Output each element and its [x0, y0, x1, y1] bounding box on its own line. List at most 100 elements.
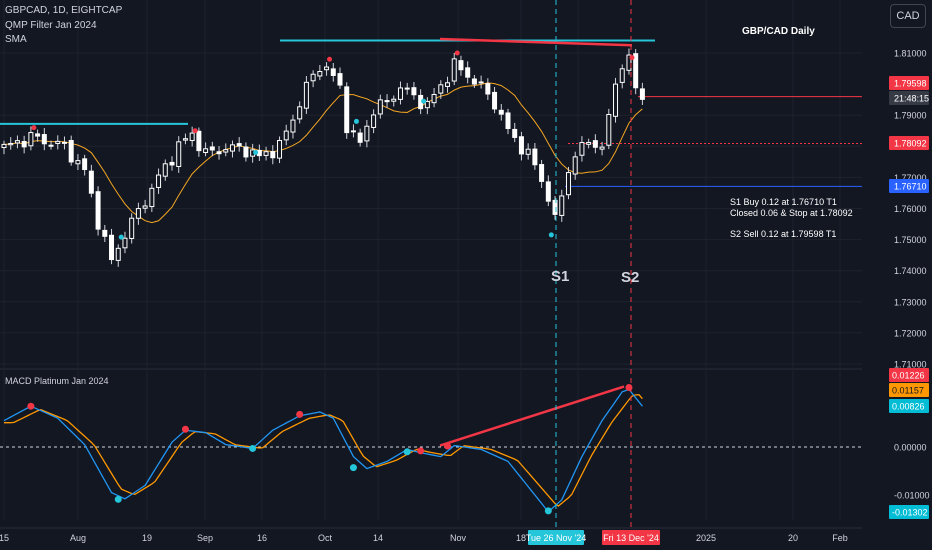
time-tick: 16	[257, 533, 267, 543]
sell-signal-dot	[31, 125, 37, 131]
indicator-sma-label[interactable]: SMA	[5, 34, 27, 45]
price-axis: 1.810001.790001.780001.770001.760001.750…	[889, 49, 930, 519]
candle-up	[122, 237, 128, 249]
candle-up	[61, 141, 67, 144]
macd-cross-down-dot	[27, 402, 35, 410]
price-tick: 1.76000	[894, 204, 927, 214]
candle-up	[579, 142, 585, 156]
candle-down	[82, 158, 88, 171]
candle-up	[223, 149, 229, 153]
candle-up	[572, 156, 578, 175]
signal-dots	[31, 50, 635, 240]
time-tick: 18	[516, 533, 526, 543]
candle-up	[371, 114, 377, 128]
buy-signal-dot	[421, 98, 427, 104]
candle-up	[478, 81, 484, 84]
candle-up	[229, 144, 235, 152]
candle-up	[317, 71, 323, 77]
candle-up	[431, 94, 437, 104]
macd-tag-text: 0.01226	[892, 371, 925, 381]
candle-up	[176, 141, 182, 167]
macd-cross-down-dot	[181, 425, 189, 433]
candles	[1, 48, 645, 267]
candle-up	[397, 87, 403, 100]
candle-up	[391, 98, 397, 102]
candle-down	[216, 151, 222, 155]
candle-down	[88, 170, 94, 194]
price-tick: 1.73000	[894, 297, 927, 307]
macd-cross-down-dot	[444, 442, 452, 450]
candle-up	[149, 187, 155, 208]
candle-up	[445, 82, 451, 87]
price-tick: 1.77000	[894, 173, 927, 183]
candle-down	[41, 134, 47, 145]
time-tick: Sep	[197, 533, 213, 543]
s2-label: S2	[621, 269, 640, 286]
candle-down	[350, 130, 356, 133]
candle-up	[14, 140, 20, 144]
candle-down	[169, 161, 175, 166]
candle-up	[303, 81, 309, 109]
candle-up	[135, 208, 141, 219]
candle-down	[518, 136, 524, 155]
symbol-title: GBPCAD, 1D, EIGHTCAP	[5, 5, 123, 16]
candle-down	[545, 181, 551, 202]
candle-down	[35, 133, 41, 137]
macd-title[interactable]: MACD Platinum Jan 2024	[5, 376, 109, 386]
currency-button[interactable]: CAD	[890, 4, 926, 28]
candle-up	[559, 195, 565, 216]
time-tick: 14	[373, 533, 383, 543]
sma-line	[3, 82, 643, 224]
price-tick: 1.72000	[894, 328, 927, 338]
date-marker-tag	[602, 530, 660, 545]
candle-up	[310, 73, 316, 82]
candle-down	[498, 109, 504, 115]
time-tick: 2025	[696, 533, 716, 543]
macd-tag-text: 0.00826	[892, 402, 925, 412]
price-tick: 1.74000	[894, 266, 927, 276]
candle-up	[48, 144, 54, 147]
bullish-divergence-line	[439, 385, 625, 447]
vertical-markers	[555, 0, 632, 528]
candle-down	[465, 67, 471, 78]
macd-tag	[889, 505, 929, 519]
macd-tag-text: 0.01157	[892, 386, 924, 396]
price-tag-text: 1.79598	[894, 79, 927, 89]
candle-up	[189, 132, 195, 142]
candle-up	[283, 130, 289, 141]
candle-down	[21, 141, 27, 148]
candle-down	[196, 130, 202, 152]
macd-cross-up-dot	[403, 448, 411, 456]
candle-down	[236, 143, 242, 147]
candle-up	[565, 172, 571, 196]
sma-line	[3, 82, 643, 224]
macd-tag	[889, 383, 929, 397]
trade-note-1: S1 Buy 0.12 at 1.76710 T1	[730, 197, 837, 207]
trade-note-2: Closed 0.06 & Stop at 1.78092	[730, 208, 853, 218]
candle-up	[162, 163, 168, 177]
candle-down	[532, 148, 538, 166]
candle-up	[203, 148, 209, 153]
candle-down	[458, 60, 464, 71]
macd-tick: -0.01000	[894, 491, 930, 501]
candle-up	[1, 143, 7, 149]
candle-up	[424, 100, 430, 109]
indicator-qmp-label[interactable]: QMP Filter Jan 2024	[5, 20, 97, 31]
candle-down	[471, 78, 477, 85]
candle-down	[633, 53, 639, 89]
macd-cross-up-dot	[349, 464, 357, 472]
macd-cross-up-dot	[544, 507, 552, 515]
candle-up	[263, 151, 269, 156]
candle-down	[330, 68, 336, 76]
sell-signal-dot	[327, 56, 333, 62]
price-tag-text: 1.78092	[894, 139, 927, 149]
macd-cross-up-dot	[249, 444, 257, 452]
candle-up	[129, 217, 135, 239]
macd-tag	[889, 399, 929, 413]
candle-down	[592, 140, 598, 148]
candle-down	[209, 146, 215, 151]
candle-down	[411, 87, 417, 96]
candle-up	[277, 140, 283, 159]
candle-up	[55, 140, 61, 144]
